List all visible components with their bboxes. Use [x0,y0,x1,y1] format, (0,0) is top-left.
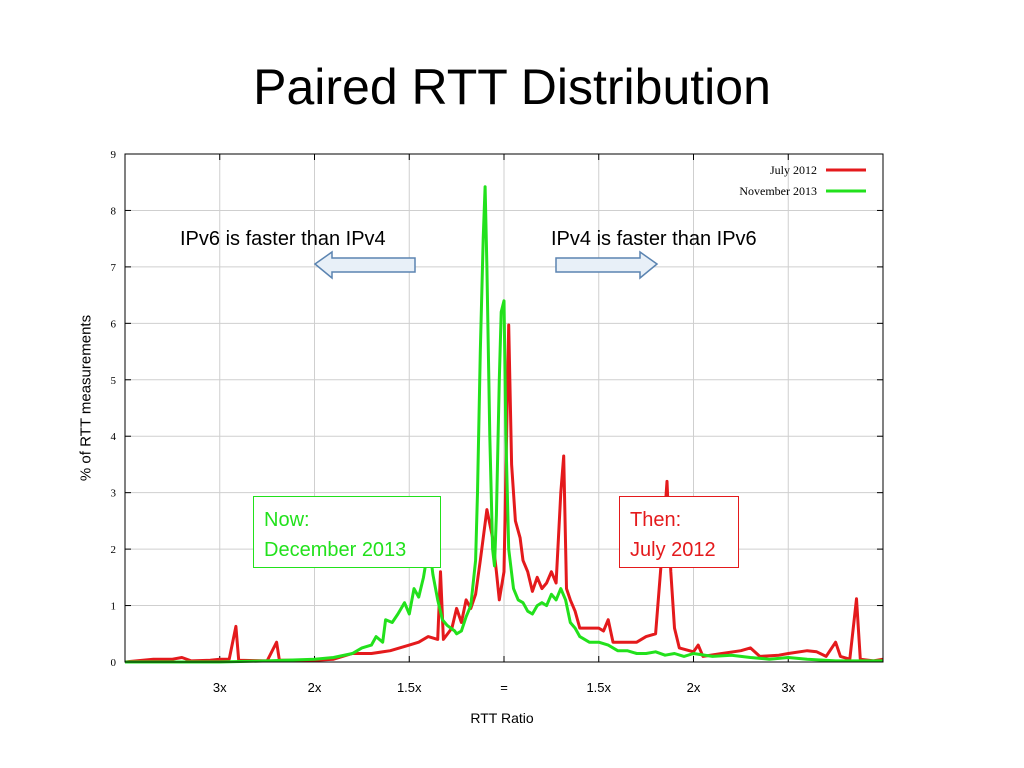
y-tick-label: 6 [111,318,117,330]
x-tick-label: 3x [213,680,227,695]
series-layer [124,185,884,664]
then-callout-line-2: July 2012 [630,539,716,561]
series-line-november-2013 [125,185,883,664]
arrow-layer [313,250,659,280]
y-tick-label: 7 [111,262,117,274]
y-axis-label: % of RTT measurements [77,314,95,482]
ipv6-faster-annotation: IPv6 is faster than IPv4 [180,228,386,250]
then-callout-box: Then: July 2012 [619,496,739,568]
now-callout-line-2: December 2013 [264,539,407,561]
y-tick-label: 5 [111,375,117,387]
x-tick-label: 1.5x [397,680,422,695]
x-tick-label: 3x [781,680,795,695]
legend: July 2012 November 2013 [739,163,866,198]
y-tick-label: 3 [111,488,117,500]
now-callout-line-1: Now: [264,509,310,531]
y-tick-label: 2 [111,544,117,556]
left-arrow-icon [313,250,416,280]
y-tick-label: 0 [111,657,117,669]
plot-frame [124,153,884,663]
legend-label: November 2013 [739,184,817,198]
y-tick-label: 4 [111,431,117,443]
right-arrow-icon [555,250,659,280]
x-tick-label: 2x [687,680,701,695]
x-axis-label: RTT Ratio [470,710,534,726]
ipv4-faster-annotation: IPv4 is faster than IPv6 [551,228,757,250]
y-tick-label: 1 [111,601,117,613]
tick-layer: 0 1 2 3 4 5 6 7 8 9 [111,149,883,669]
x-tick-label: 2x [308,680,322,695]
slide-title: Paired RTT Distribution [253,59,771,115]
now-callout-box: Now: December 2013 [253,496,441,568]
y-tick-label: 9 [111,149,117,161]
y-tick-label: 8 [111,205,117,217]
then-callout-line-1: Then: [630,509,682,531]
x-tick-label: 1.5x [586,680,611,695]
legend-label: July 2012 [770,163,817,177]
x-tick-label: = [500,680,508,695]
